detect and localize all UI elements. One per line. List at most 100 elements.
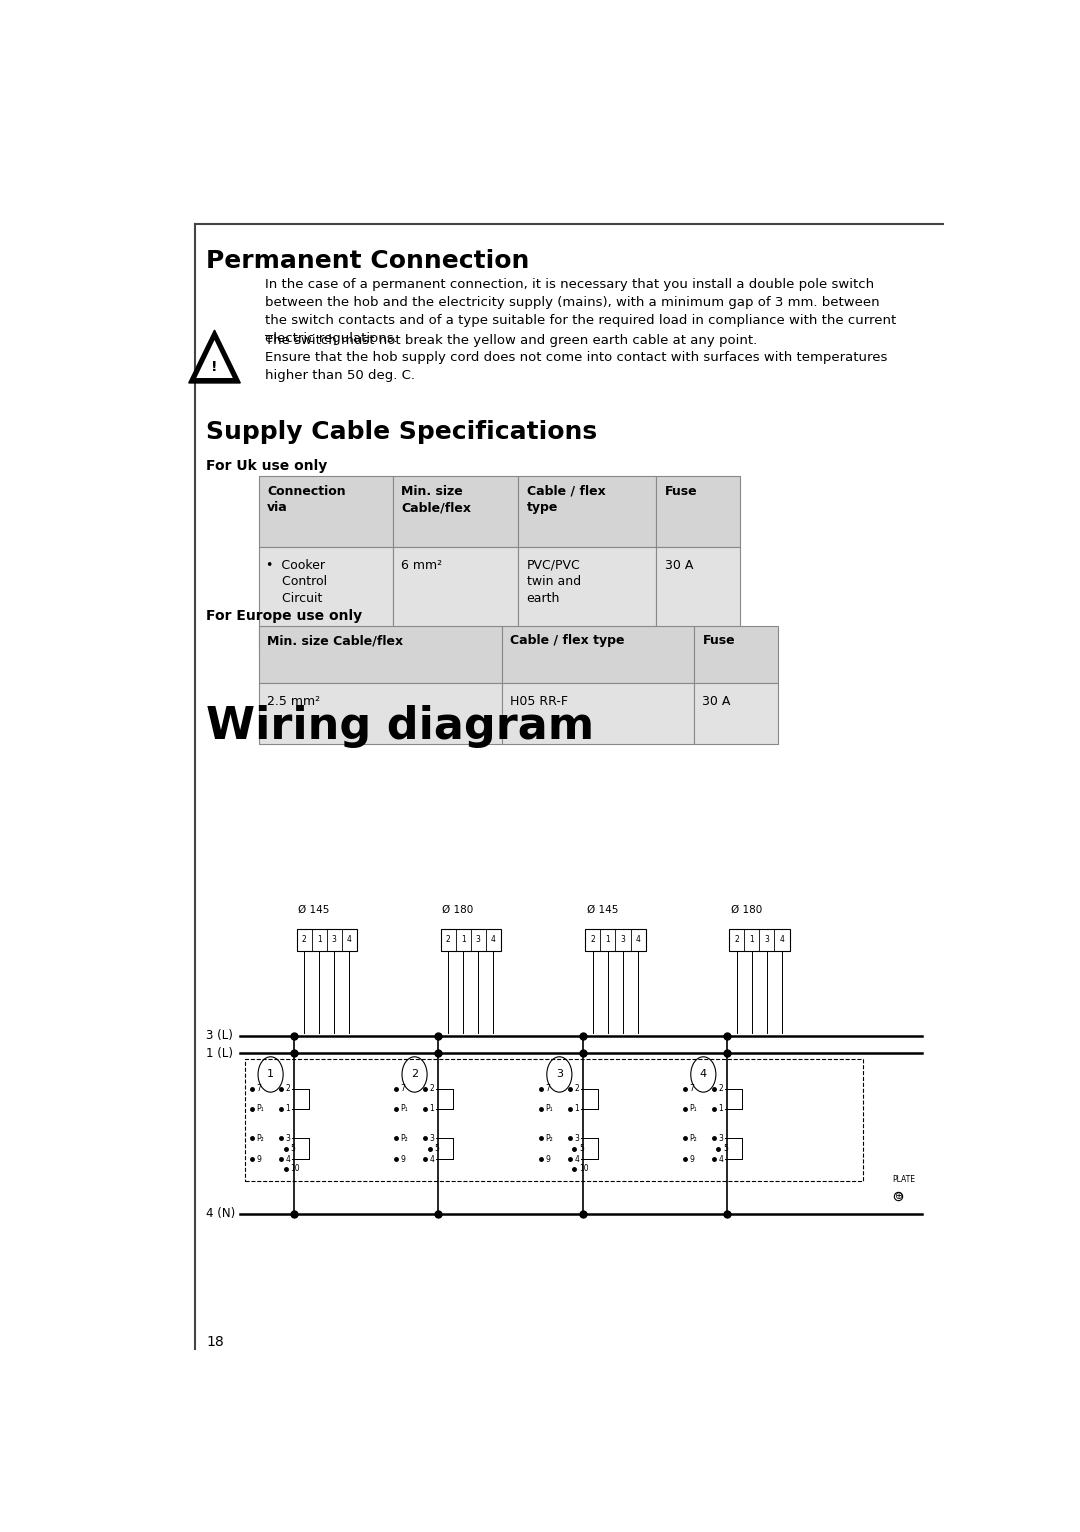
Text: •  Cooker
    Control
    Circuit: • Cooker Control Circuit (266, 559, 326, 605)
Text: 6 mm²: 6 mm² (401, 559, 443, 571)
FancyBboxPatch shape (259, 627, 501, 683)
Text: 2: 2 (301, 936, 307, 945)
Text: Permanent Connection: Permanent Connection (206, 248, 529, 273)
Text: Ensure that the hob supply cord does not come into contact with surfaces with te: Ensure that the hob supply cord does not… (265, 351, 887, 383)
Text: 1: 1 (267, 1069, 274, 1080)
FancyBboxPatch shape (297, 930, 356, 950)
Text: Cable / flex type: Cable / flex type (510, 634, 624, 648)
Text: 10: 10 (291, 1164, 300, 1174)
FancyBboxPatch shape (518, 476, 657, 547)
FancyBboxPatch shape (393, 476, 518, 547)
Text: 18: 18 (206, 1336, 224, 1350)
Text: 3: 3 (285, 1134, 291, 1143)
Text: 7: 7 (401, 1085, 405, 1094)
Text: For Europe use only: For Europe use only (206, 608, 362, 622)
Text: 1: 1 (718, 1105, 724, 1114)
FancyBboxPatch shape (657, 476, 740, 547)
Text: 9: 9 (545, 1155, 550, 1164)
FancyBboxPatch shape (657, 547, 740, 653)
FancyBboxPatch shape (518, 547, 657, 653)
Text: P₂: P₂ (256, 1134, 265, 1143)
Text: 7: 7 (545, 1085, 550, 1094)
Text: 3 (L): 3 (L) (206, 1030, 233, 1042)
Text: 2: 2 (734, 936, 739, 945)
Text: ⊕: ⊕ (894, 1190, 903, 1201)
Text: Wiring diagram: Wiring diagram (206, 705, 594, 748)
Text: 1: 1 (750, 936, 754, 945)
Text: 4: 4 (718, 1155, 724, 1164)
Text: 1: 1 (606, 936, 610, 945)
FancyBboxPatch shape (259, 683, 501, 745)
Text: 5: 5 (434, 1144, 440, 1154)
Text: Min. size
Cable/flex: Min. size Cable/flex (401, 484, 471, 515)
Text: 3: 3 (575, 1134, 579, 1143)
Text: 2: 2 (411, 1069, 418, 1080)
Text: 3: 3 (556, 1069, 563, 1080)
Text: !: ! (212, 360, 218, 374)
Text: 1: 1 (430, 1105, 434, 1114)
Text: P₁: P₁ (689, 1105, 697, 1114)
Text: 4: 4 (430, 1155, 434, 1164)
Text: 1: 1 (285, 1105, 291, 1114)
FancyBboxPatch shape (441, 930, 501, 950)
Polygon shape (197, 340, 233, 378)
Text: Ø 180: Ø 180 (442, 905, 473, 915)
Text: The switch must not break the yellow and green earth cable at any point.: The switch must not break the yellow and… (265, 334, 757, 346)
Text: 30 A: 30 A (702, 694, 731, 708)
Text: 3: 3 (475, 936, 481, 945)
Text: 3: 3 (332, 936, 337, 945)
Text: 2: 2 (575, 1085, 579, 1094)
Text: Ø 145: Ø 145 (588, 905, 619, 915)
Text: 2: 2 (718, 1085, 724, 1094)
Text: 4: 4 (780, 936, 784, 945)
Text: Ø 180: Ø 180 (731, 905, 762, 915)
Text: H05 RR-F: H05 RR-F (510, 694, 568, 708)
Text: 4 (N): 4 (N) (206, 1207, 235, 1219)
FancyBboxPatch shape (694, 683, 778, 745)
Text: 9: 9 (401, 1155, 405, 1164)
FancyBboxPatch shape (729, 930, 789, 950)
Text: 5: 5 (291, 1144, 296, 1154)
Text: 4: 4 (285, 1155, 291, 1164)
Text: Min. size Cable/flex: Min. size Cable/flex (267, 634, 403, 648)
Text: 3: 3 (718, 1134, 724, 1143)
Text: Fuse: Fuse (702, 634, 735, 648)
Text: For Uk use only: For Uk use only (206, 458, 327, 473)
Text: 30 A: 30 A (665, 559, 693, 571)
Text: Cable / flex
type: Cable / flex type (527, 484, 606, 515)
Text: Connection
via: Connection via (267, 484, 346, 515)
Text: 10: 10 (580, 1164, 589, 1174)
Text: Supply Cable Specifications: Supply Cable Specifications (206, 420, 597, 444)
Text: 2: 2 (430, 1085, 434, 1094)
Text: 7: 7 (689, 1085, 694, 1094)
Text: 1: 1 (575, 1105, 579, 1114)
FancyBboxPatch shape (501, 627, 694, 683)
Text: 2.5 mm²: 2.5 mm² (267, 694, 321, 708)
Text: 4: 4 (347, 936, 352, 945)
Text: 1 (L): 1 (L) (206, 1046, 233, 1060)
Text: 3: 3 (621, 936, 625, 945)
Text: 4: 4 (575, 1155, 579, 1164)
Text: P₂: P₂ (545, 1134, 553, 1143)
FancyBboxPatch shape (259, 547, 393, 653)
Text: PLATE: PLATE (892, 1175, 916, 1184)
FancyBboxPatch shape (501, 683, 694, 745)
Text: 1: 1 (316, 936, 322, 945)
Text: 2: 2 (591, 936, 595, 945)
Text: Fuse: Fuse (665, 484, 698, 498)
Text: 9: 9 (689, 1155, 694, 1164)
Text: 3: 3 (765, 936, 769, 945)
Text: 3: 3 (430, 1134, 434, 1143)
Text: 5: 5 (580, 1144, 584, 1154)
Text: 2: 2 (446, 936, 450, 945)
Text: 7: 7 (256, 1085, 261, 1094)
Text: 2: 2 (285, 1085, 291, 1094)
Text: P₂: P₂ (689, 1134, 697, 1143)
Text: 4: 4 (636, 936, 640, 945)
Text: P₁: P₁ (401, 1105, 408, 1114)
FancyBboxPatch shape (259, 476, 393, 547)
Text: 5: 5 (724, 1144, 728, 1154)
Text: 4: 4 (700, 1069, 707, 1080)
Text: 9: 9 (256, 1155, 261, 1164)
Text: PVC/PVC
twin and
earth: PVC/PVC twin and earth (527, 559, 581, 605)
